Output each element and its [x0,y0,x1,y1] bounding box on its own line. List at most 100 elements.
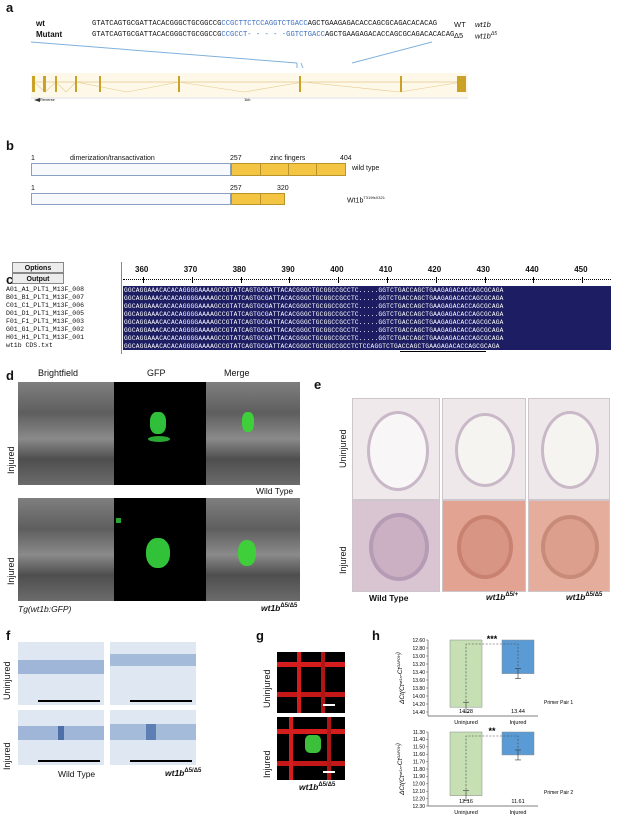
options-button[interactable]: Options [12,262,64,273]
panel-label-f: f [6,628,11,643]
ruler-tick [191,277,193,283]
y-tick-label: 11.40 [413,737,425,743]
mut-zinc-finger-bar [231,193,285,205]
ruler-tick [240,277,242,283]
y-tick-label: 11.80 [413,767,425,773]
f-col-wt: Wild Type [58,769,96,779]
y-tick-label: 11.60 [413,752,425,758]
vessel-image-uninjured [277,652,345,713]
ruler-tick-label: 440 [525,265,539,274]
bar-value-label: 13.44 [511,709,525,715]
histo-het-uninjured [442,398,526,500]
ruler-tick-label: 450 [574,265,588,274]
alignment-row-name: C01_C1_PLT1_M13F_006 [6,302,85,309]
domain-label: dimerization/transactivation [70,155,155,162]
y-tick-label: 14.20 [412,702,425,708]
alignment-row [123,334,611,342]
merge-header: Merge [224,368,250,378]
y-tick-label: 12.30 [412,804,425,810]
significance-bracket [465,735,519,790]
ruler-tick [289,277,291,283]
mut-end-number: 320 [277,185,289,192]
ruler-tick [484,277,486,283]
primer-pair-label: Primer Pair 2 [544,790,573,796]
x-category-label: Injured [510,720,527,726]
qpcr-bar-charts: 12.60 12.80 13.00 13.20 13.40 13.60 13.80 14.00… [395,634,573,816]
wt-row-label: wt [36,19,45,28]
stain-wt-injured [18,710,104,765]
y-tick-label: 13.20 [412,662,425,668]
alignment-row [123,286,611,294]
d-row-injured-bottom: Injured [6,557,16,585]
histo-hom-injured [528,500,610,592]
mut-bar-label: Wt1bT319fsX321 [347,195,385,205]
panel-label-d: d [6,368,14,383]
alignment-row [123,310,611,318]
y-tick-label: 11.70 [413,759,425,765]
alignment-row-name: D01_D1_PLT1_M13F_005 [6,310,85,317]
d-row-injured-top: Injured [6,446,16,474]
alignment-row-sequence: GGCAGGAAACACACAGGGGAAAAGCCGTATCAGTGCGATT… [124,342,500,350]
y-tick-label: 13.40 [412,670,425,676]
ruler-tick-label: 380 [232,265,246,274]
ruler-tick-label: 360 [135,265,149,274]
ruler-tick [582,277,584,283]
gene-structure-diagram [30,41,468,102]
mut-257-number: 257 [230,185,242,192]
output-button[interactable]: Output [12,273,64,284]
y-tick-label: 11.50 [413,745,425,751]
reverse-label: Reverse [40,97,55,102]
y-tick-label: 12.10 [412,789,425,795]
panel-label-e: e [314,377,322,392]
alignment-row-name: B01_B1_PLT1_M13F_007 [6,294,85,301]
e-col-het: wt1bΔ5/+ [486,592,519,602]
alignment-row-sequence: GGCAGGAAACACACAGGGGAAAAGCCGTATCAGTGCGATT… [124,310,504,318]
y-tick-label: 13.00 [412,654,425,660]
wt-end-number: 404 [340,155,352,162]
gfp-header: GFP [147,368,166,378]
stain-mut-uninjured [110,642,196,705]
wt-257-number: 257 [230,155,242,162]
brightfield-header: Brightfield [38,368,79,378]
significance-stars: *** [487,634,498,644]
ruler-tick-label: 400 [330,265,344,274]
alignment-row [123,318,611,326]
y-axis-label: ΔCt(Ctwt1a-CtGAPDH) [395,743,406,796]
g-mutant-label: wt1bΔ5/Δ5 [299,782,336,792]
ruler-tick-label: 420 [427,265,442,274]
ruler-tick [143,277,144,283]
gfp-image-top [114,382,206,485]
alignment-row-name: F01_F1_PLT1_M13F_003 [6,318,85,325]
wt-domain-bar [31,163,231,176]
alignment-row [123,342,611,350]
panel-label-h: h [372,628,380,643]
zinc-fingers-label: zinc fingers [270,155,306,162]
wt-bar-label: wild type [352,165,380,172]
mutant-sequence: GTATCAGTGCGATTACACGGGCTGCGGCCGCCGCCT- - … [92,31,455,39]
alignment-row [123,302,611,310]
alignment-row-name: A01_A1_PLT1_M13F_008 [6,286,85,293]
tg-label: Tg(wt1b:GFP) [18,604,72,614]
alignment-row-sequence: GGCAGGAAACACACAGGGGAAAAGCCGTATCAGTGCGATT… [124,318,504,326]
alignment-row [123,294,611,302]
deletion-underline [400,351,486,352]
e-row-injured: Injured [338,546,348,574]
panel-label-a: a [6,0,14,15]
g-row-uninjured: Uninjured [262,669,272,708]
mutant-gene-label: wt1bΔ5 [475,31,497,41]
panel-label-b: b [6,138,14,153]
ruler-tick-label: 410 [379,265,393,274]
alignment-row-sequence: GGCAGGAAACACACAGGGGAAAAGCCGTATCAGTGCGATT… [124,302,504,310]
y-tick-label: 11.90 [413,774,425,780]
bar-value-label: 12.16 [459,799,473,805]
significance-stars: ** [488,726,496,736]
f-row-uninjured: Uninjured [2,661,12,700]
y-tick-label: 12.80 [412,646,425,652]
merge-image-top [206,382,300,485]
y-tick-label: 13.80 [412,686,425,692]
y-tick-label: 12.60 [412,638,425,644]
y-tick-label: 14.00 [412,694,425,700]
mutant-tag: Δ5 [454,31,464,40]
y-axis-label: ΔCt(Ctwt1a-CtGAPDH) [395,652,406,705]
x-category-label: Uninjured [454,810,478,816]
